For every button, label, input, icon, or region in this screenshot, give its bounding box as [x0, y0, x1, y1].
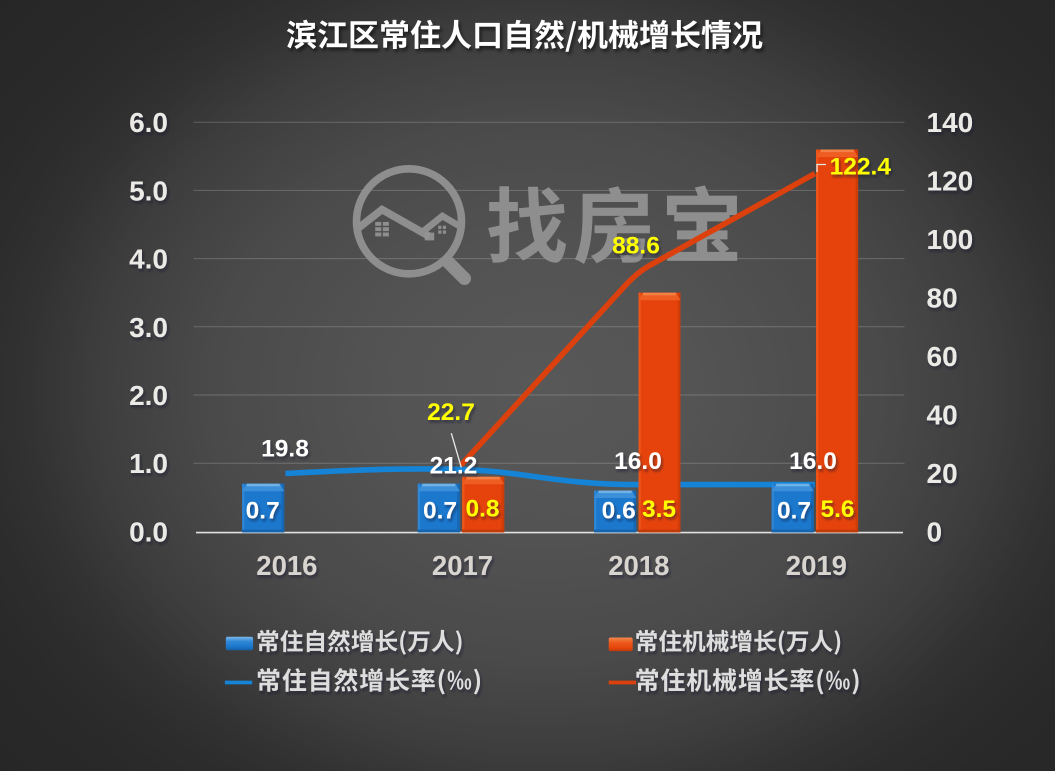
svg-text:140: 140: [927, 107, 974, 138]
svg-text:2016: 2016: [256, 550, 317, 581]
svg-text:60: 60: [927, 341, 958, 372]
svg-text:0.7: 0.7: [246, 497, 280, 524]
svg-text:80: 80: [927, 283, 958, 314]
svg-text:120: 120: [927, 166, 974, 197]
svg-text:0.8: 0.8: [465, 495, 499, 522]
svg-text:0.6: 0.6: [602, 497, 636, 524]
svg-text:5.6: 5.6: [820, 496, 854, 523]
svg-text:0.7: 0.7: [777, 497, 811, 524]
svg-text:3.0: 3.0: [129, 312, 168, 343]
svg-text:2.0: 2.0: [129, 380, 168, 411]
svg-text:2017: 2017: [432, 550, 493, 581]
svg-text:16.0: 16.0: [789, 448, 837, 475]
svg-text:2018: 2018: [608, 550, 669, 581]
svg-text:0: 0: [927, 516, 943, 547]
svg-text:2019: 2019: [786, 550, 847, 581]
svg-text:40: 40: [927, 400, 958, 431]
svg-text:122.4: 122.4: [830, 154, 892, 181]
svg-text:100: 100: [927, 224, 974, 255]
svg-text:21.2: 21.2: [430, 452, 478, 479]
svg-text:22.7: 22.7: [427, 399, 475, 426]
svg-text:20: 20: [927, 458, 958, 489]
svg-text:3.5: 3.5: [642, 496, 676, 523]
svg-text:19.8: 19.8: [261, 435, 309, 462]
svg-text:0.0: 0.0: [129, 516, 168, 547]
svg-text:5.0: 5.0: [129, 175, 168, 206]
svg-text:88.6: 88.6: [612, 232, 660, 259]
svg-text:4.0: 4.0: [129, 244, 168, 275]
svg-text:6.0: 6.0: [129, 107, 168, 138]
svg-text:16.0: 16.0: [614, 448, 662, 475]
svg-text:1.0: 1.0: [129, 448, 168, 479]
svg-text:0.7: 0.7: [423, 497, 457, 524]
